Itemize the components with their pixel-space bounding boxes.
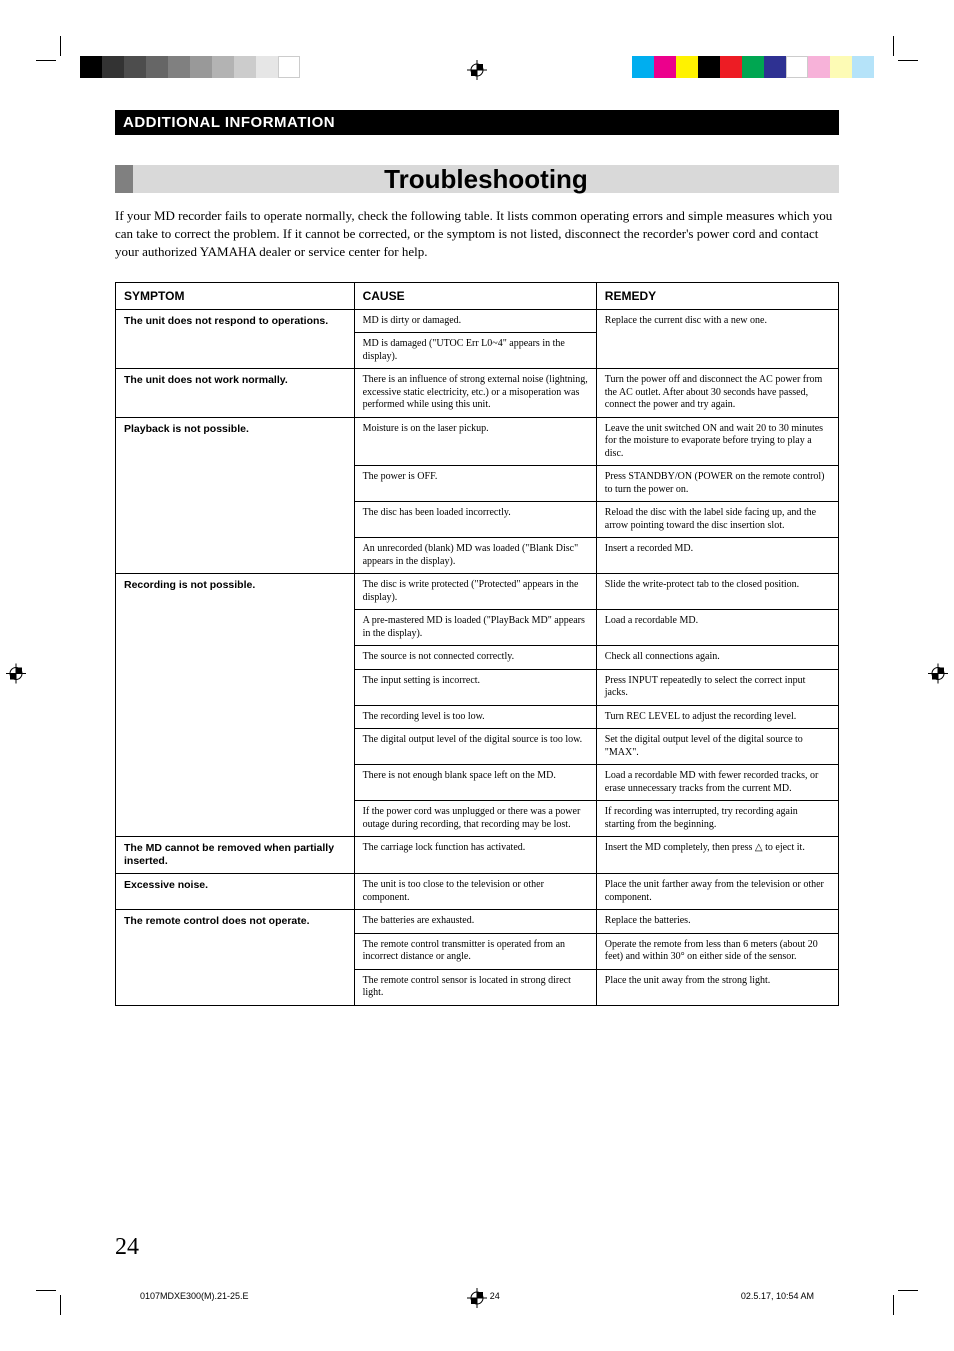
table-row: The MD cannot be removed when partially … — [116, 837, 839, 874]
title-row: Troubleshooting — [115, 165, 839, 193]
remedy-cell: Place the unit farther away from the tel… — [596, 874, 838, 910]
registration-mark — [928, 663, 948, 688]
symptom-cell: The MD cannot be removed when partially … — [116, 837, 355, 874]
table-row: The unit does not respond to operations.… — [116, 309, 839, 333]
remedy-cell: Replace the current disc with a new one. — [596, 309, 838, 369]
cause-cell: If the power cord was unplugged or there… — [354, 801, 596, 837]
col-header-remedy: REMEDY — [596, 282, 838, 309]
cause-cell: The remote control transmitter is operat… — [354, 933, 596, 969]
page-number: 24 — [115, 1234, 139, 1261]
remedy-cell: Load a recordable MD with fewer recorded… — [596, 765, 838, 801]
remedy-cell: Replace the batteries. — [596, 910, 838, 934]
title-background: Troubleshooting — [133, 165, 839, 193]
footer-left: 0107MDXE300(M).21-25.E — [140, 1291, 249, 1301]
cause-cell: The unit is too close to the television … — [354, 874, 596, 910]
remedy-cell: Operate the remote from less than 6 mete… — [596, 933, 838, 969]
cause-cell: The remote control sensor is located in … — [354, 969, 596, 1005]
symptom-cell: The unit does not respond to operations. — [116, 309, 355, 369]
remedy-cell: Slide the write-protect tab to the close… — [596, 574, 838, 610]
registration-mark — [467, 60, 487, 85]
remedy-cell: Press INPUT repeatedly to select the cor… — [596, 669, 838, 705]
remedy-cell: If recording was interrupted, try record… — [596, 801, 838, 837]
cause-cell: MD is damaged ("UTOC Err L0~4" appears i… — [354, 333, 596, 369]
symptom-cell: The unit does not work normally. — [116, 369, 355, 418]
remedy-cell: Load a recordable MD. — [596, 610, 838, 646]
intro-text: If your MD recorder fails to operate nor… — [115, 207, 839, 262]
remedy-cell: Insert the MD completely, then press △ t… — [596, 837, 838, 874]
remedy-cell: Leave the unit switched ON and wait 20 t… — [596, 417, 838, 466]
cause-cell: There is not enough blank space left on … — [354, 765, 596, 801]
registration-mark — [6, 663, 26, 688]
title-accent — [115, 165, 133, 193]
cause-cell: Moisture is on the laser pickup. — [354, 417, 596, 466]
page-content: ADDITIONAL INFORMATION Troubleshooting I… — [115, 110, 839, 1006]
symptom-cell: Playback is not possible. — [116, 417, 355, 574]
remedy-cell: Insert a recorded MD. — [596, 538, 838, 574]
cause-cell: The digital output level of the digital … — [354, 729, 596, 765]
table-row: The unit does not work normally.There is… — [116, 369, 839, 418]
symptom-cell: The remote control does not operate. — [116, 910, 355, 1006]
remedy-cell: Place the unit away from the strong ligh… — [596, 969, 838, 1005]
troubleshooting-table: SYMPTOM CAUSE REMEDY The unit does not r… — [115, 282, 839, 1006]
cause-cell: The source is not connected correctly. — [354, 646, 596, 670]
page-title: Troubleshooting — [384, 164, 588, 195]
cause-cell: The recording level is too low. — [354, 705, 596, 729]
cause-cell: MD is dirty or damaged. — [354, 309, 596, 333]
cause-cell: The power is OFF. — [354, 466, 596, 502]
cause-cell: The disc has been loaded incorrectly. — [354, 502, 596, 538]
cause-cell: There is an influence of strong external… — [354, 369, 596, 418]
footer-right: 02.5.17, 10:54 AM — [741, 1291, 814, 1301]
symptom-cell: Excessive noise. — [116, 874, 355, 910]
col-header-symptom: SYMPTOM — [116, 282, 355, 309]
color-bar — [632, 56, 874, 78]
remedy-cell: Reload the disc with the label side faci… — [596, 502, 838, 538]
cause-cell: An unrecorded (blank) MD was loaded ("Bl… — [354, 538, 596, 574]
cause-cell: A pre-mastered MD is loaded ("PlayBack M… — [354, 610, 596, 646]
crop-mark — [864, 1261, 904, 1301]
table-row: Recording is not possible.The disc is wr… — [116, 574, 839, 610]
crop-mark — [50, 1261, 90, 1301]
remedy-cell: Set the digital output level of the digi… — [596, 729, 838, 765]
cause-cell: The batteries are exhausted. — [354, 910, 596, 934]
table-row: Playback is not possible.Moisture is on … — [116, 417, 839, 466]
footer: 0107MDXE300(M).21-25.E 24 02.5.17, 10:54… — [140, 1291, 814, 1301]
remedy-cell: Turn the power off and disconnect the AC… — [596, 369, 838, 418]
table-row: The remote control does not operate.The … — [116, 910, 839, 934]
table-row: Excessive noise.The unit is too close to… — [116, 874, 839, 910]
cause-cell: The disc is write protected ("Protected"… — [354, 574, 596, 610]
footer-center: 24 — [490, 1291, 500, 1301]
remedy-cell: Press STANDBY/ON (POWER on the remote co… — [596, 466, 838, 502]
section-header: ADDITIONAL INFORMATION — [115, 110, 839, 135]
remedy-cell: Turn REC LEVEL to adjust the recording l… — [596, 705, 838, 729]
cause-cell: The input setting is incorrect. — [354, 669, 596, 705]
grayscale-bar — [80, 56, 300, 78]
remedy-cell: Check all connections again. — [596, 646, 838, 670]
col-header-cause: CAUSE — [354, 282, 596, 309]
symptom-cell: Recording is not possible. — [116, 574, 355, 837]
cause-cell: The carriage lock function has activated… — [354, 837, 596, 874]
